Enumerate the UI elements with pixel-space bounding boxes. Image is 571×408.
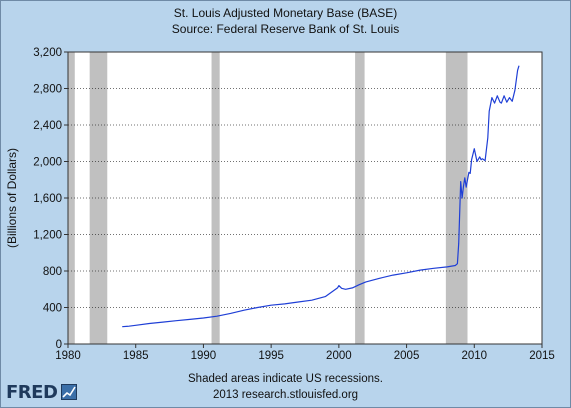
chart-subtitle: Source: Federal Reserve Bank of St. Loui… [171, 22, 400, 36]
y-tick-label: 1,200 [33, 230, 62, 242]
chart-trend-icon [61, 384, 78, 400]
y-tick-label: 400 [43, 303, 62, 315]
x-tick-label: 1980 [55, 350, 81, 362]
y-axis: 0 400 800 1,200 1,600 2,000 2,400 2,800 3,200 [33, 47, 68, 351]
y-tick-label: 2,800 [33, 84, 62, 96]
gridlines [68, 88, 542, 308]
x-tick-label: 2010 [461, 350, 487, 362]
x-tick-label: 2000 [326, 350, 352, 362]
y-tick-label: 1,600 [33, 193, 62, 205]
fred-logo-text: FRED [6, 381, 58, 403]
fred-logo[interactable]: FRED [6, 380, 78, 404]
y-axis-label: (Billions of Dollars) [5, 148, 19, 248]
x-axis: 1980 1985 1990 1995 2000 2005 2010 2015 [55, 344, 555, 362]
chart-title: St. Louis Adjusted Monetary Base (BASE) [173, 6, 398, 20]
x-tick-label: 2015 [529, 350, 555, 362]
x-tick-label: 1995 [258, 350, 284, 362]
y-tick-label: 2,400 [33, 120, 62, 132]
x-tick-label: 1990 [191, 350, 217, 362]
y-tick-label: 2,000 [33, 157, 62, 169]
recession-band-4 [445, 52, 468, 344]
y-tick-label: 0 [56, 339, 62, 351]
x-tick-label: 2005 [394, 350, 420, 362]
series-line-layer [122, 65, 520, 328]
y-tick-label: 3,200 [33, 47, 62, 59]
y-tick-label: 800 [43, 266, 62, 278]
x-tick-label: 1985 [123, 350, 149, 362]
recession-note: Shaded areas indicate US recessions. [188, 373, 383, 385]
series-line-0 [122, 65, 520, 328]
source-url: 2013 research.stlouisfed.org [212, 389, 359, 401]
